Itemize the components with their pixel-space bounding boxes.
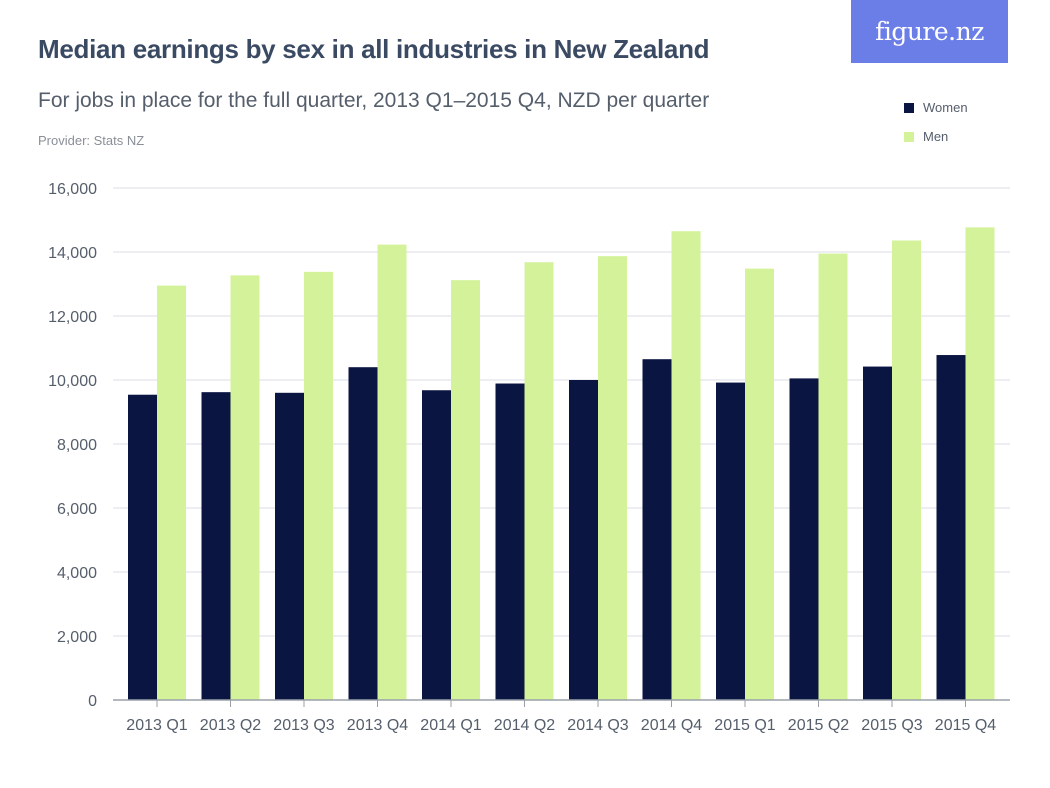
bar-women-2014-q3 [569, 380, 598, 700]
bar-men-2013-q1 [157, 285, 186, 700]
bar-men-2013-q2 [230, 275, 260, 700]
legend-label-men: Men [923, 129, 949, 144]
x-tick-label-9: 2015 Q2 [788, 717, 849, 734]
figure-nz-logo[interactable]: figure.nz [851, 0, 1008, 63]
bar-men-2013-q4 [377, 244, 407, 700]
bar-men-2014-q1 [451, 280, 480, 700]
bar-women-2015-q4 [936, 355, 966, 700]
legend-swatch-men [904, 131, 914, 142]
bar-women-2013-q4 [348, 367, 378, 700]
y-tick-label-14000: 14,000 [48, 245, 97, 262]
x-tick-label-8: 2015 Q1 [714, 717, 775, 734]
y-tick-label-2000: 2,000 [57, 629, 97, 646]
bar-women-2015-q3 [863, 366, 892, 700]
bar-women-2013-q1 [128, 394, 157, 700]
y-tick-label-4000: 4,000 [57, 565, 97, 582]
chart-legend: Women Men [904, 93, 968, 151]
y-tick-label-10000: 10,000 [48, 373, 97, 390]
y-tick-label-6000: 6,000 [57, 501, 97, 518]
x-tick-label-7: 2014 Q4 [641, 717, 702, 734]
bar-women-2013-q3 [275, 392, 304, 700]
y-tick-label-12000: 12,000 [48, 309, 97, 326]
legend-swatch-women [904, 102, 914, 113]
bar-women-2013-q2 [201, 392, 231, 700]
chart-title: Median earnings by sex in all industries… [38, 34, 710, 64]
legend-item-men: Men [904, 122, 968, 151]
provider-text: Provider: Stats NZ [38, 133, 145, 148]
x-tick-label-11: 2015 Q4 [935, 717, 996, 734]
x-tick-label-1: 2013 Q2 [200, 717, 261, 734]
y-tick-label-8000: 8,000 [57, 437, 97, 454]
x-tick-label-10: 2015 Q3 [861, 717, 922, 734]
y-tick-label-16000: 16,000 [48, 181, 97, 198]
bar-men-2015-q3 [892, 240, 921, 701]
y-tick-label-0: 0 [88, 693, 97, 710]
bar-men-2014-q4 [671, 231, 701, 700]
bar-men-2014-q3 [598, 256, 627, 700]
x-tick-label-6: 2014 Q3 [567, 717, 628, 734]
bar-men-2013-q3 [304, 271, 333, 700]
bar-men-2015-q4 [965, 227, 995, 701]
bar-men-2015-q1 [745, 268, 774, 700]
legend-item-women: Women [904, 93, 968, 122]
x-tick-label-2: 2013 Q3 [273, 717, 334, 734]
legend-label-women: Women [923, 100, 968, 115]
x-tick-label-5: 2014 Q2 [494, 717, 555, 734]
bar-women-2015-q1 [716, 382, 745, 700]
bar-women-2014-q1 [422, 390, 451, 700]
chart-subtitle: For jobs in place for the full quarter, … [38, 89, 710, 112]
bar-women-2014-q4 [642, 359, 672, 700]
bar-women-2015-q2 [789, 378, 819, 700]
x-tick-label-4: 2014 Q1 [420, 717, 481, 734]
bar-men-2015-q2 [818, 253, 848, 700]
x-tick-label-0: 2013 Q1 [126, 717, 187, 734]
bar-women-2014-q2 [495, 383, 525, 700]
x-tick-label-3: 2013 Q4 [347, 717, 408, 734]
bar-men-2014-q2 [524, 262, 554, 700]
